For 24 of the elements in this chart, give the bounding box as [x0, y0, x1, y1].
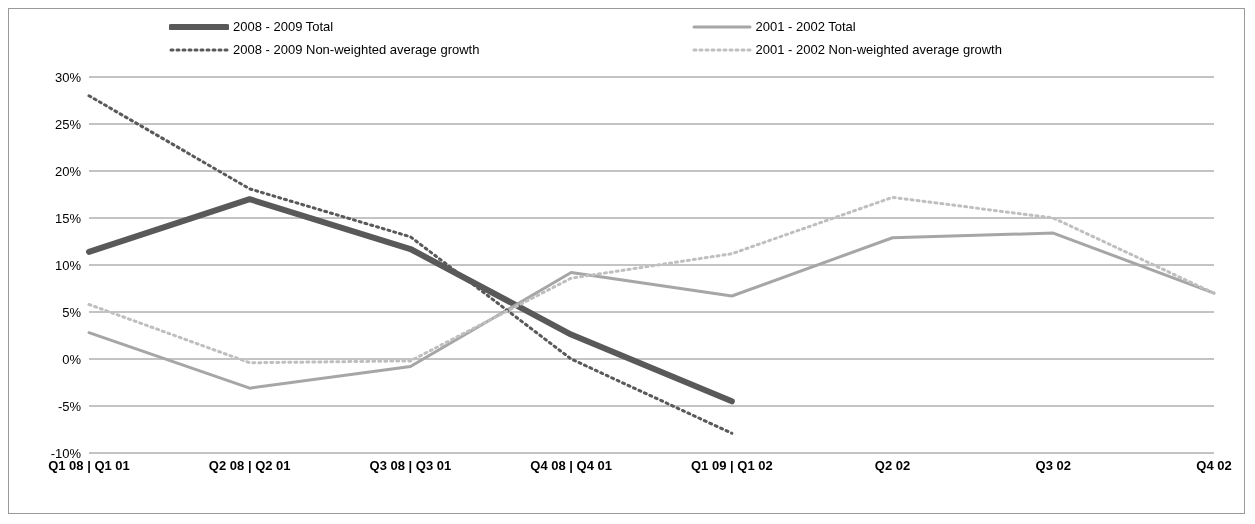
y-tick-label: 10%: [54, 257, 82, 273]
legend-label: 2001 - 2002 Total: [755, 19, 856, 34]
line-series: [87, 231, 1216, 390]
x-tick-label: Q1 09 | Q1 02: [691, 458, 773, 474]
legend-label: 2008 - 2009 Total: [233, 19, 334, 34]
x-tick-label: Q4 08 | Q4 01: [530, 458, 612, 474]
y-tick-label: 20%: [54, 163, 82, 179]
legend-label: 2008 - 2009 Non-weighted average growth: [233, 42, 480, 57]
y-tick-label: 15%: [54, 210, 82, 226]
x-tick-label: Q3 02: [1035, 458, 1071, 474]
line-series: [87, 94, 734, 435]
x-tick-label: Q1 08 | Q1 01: [48, 458, 130, 474]
x-tick-label: Q3 08 | Q3 01: [369, 458, 452, 474]
line-series: [87, 195, 1216, 365]
x-tick-label: Q2 02: [874, 458, 911, 474]
x-tick-label: Q2 08 | Q2 01: [208, 458, 291, 474]
y-tick-label: -5%: [57, 398, 82, 414]
y-tick-label: 30%: [54, 69, 82, 85]
y-tick-label: -10%: [50, 445, 82, 461]
y-tick-label: 0%: [62, 351, 82, 367]
y-tick-label: 25%: [54, 116, 82, 132]
legend-label: 2001 - 2002 Non-weighted average growth: [755, 42, 1002, 57]
y-tick-label: 5%: [62, 304, 82, 320]
x-tick-label: Q4 02: [1196, 458, 1232, 474]
